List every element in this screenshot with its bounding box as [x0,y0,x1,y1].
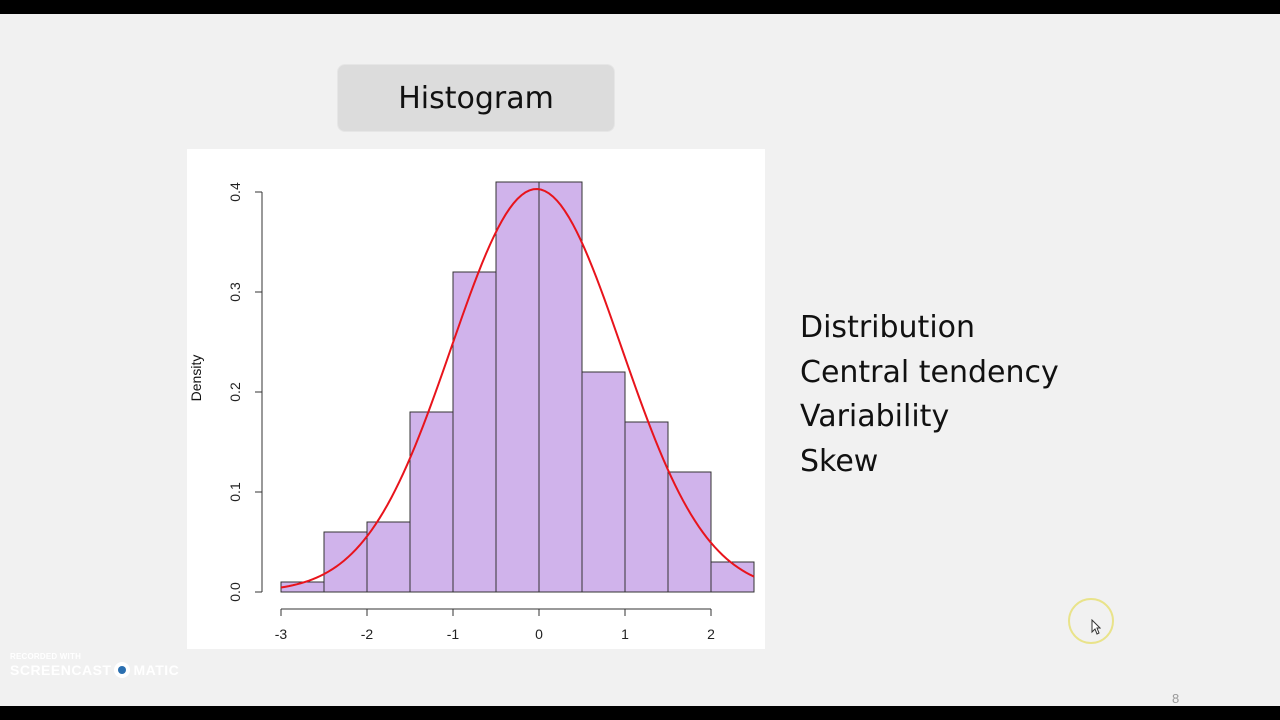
bullet-variability: Variability [800,399,950,434]
histogram-bar-4 [452,271,497,593]
chart-svg: -3 -2 -1 0 1 2 0.0 0.1 0.2 0.3 0.4 Density [188,181,755,642]
y-tick-label-4: 0.4 [227,182,243,202]
x-tick-label-5: 2 [707,626,715,642]
histogram-bar-6 [538,181,583,593]
bullet-skew: Skew [800,443,879,479]
histogram-bar-10 [710,561,755,593]
watermark-recorded-with: RECORDED WITH [10,652,82,661]
bullet-list: Distribution Central tendency Variabilit… [800,306,1059,484]
histogram-bar-2 [366,521,411,593]
density-curve [280,188,755,589]
y-tick-label-2: 0.2 [227,382,243,402]
y-tick-label-1: 0.1 [227,482,243,502]
slide-title: Histogram [337,64,615,132]
y-tick-label-3: 0.3 [227,282,243,302]
slide: Histogram -3 -2 -1 0 1 2 0.0 0.1 0.2 0.3 0.4 Densi… [0,14,1280,706]
x-tick-label-1: -2 [361,626,374,642]
histogram-bar-1 [323,531,368,593]
x-tick-label-4: 1 [621,626,629,642]
watermark-brand-right: MATIC [133,662,180,678]
screencast-watermark: RECORDED WITH SCREENCAST MATIC [10,652,179,678]
histogram-bar-7 [581,371,626,593]
watermark-brand-left: SCREENCAST [10,662,112,678]
x-tick-label-2: -1 [447,626,460,642]
x-tick-label-0: -3 [275,626,288,642]
histogram-bar-9 [667,471,712,593]
bullet-distribution: Distribution [800,310,976,345]
watermark-brand: SCREENCAST MATIC [10,662,179,678]
histogram-chart: -3 -2 -1 0 1 2 0.0 0.1 0.2 0.3 0.4 Density [187,149,765,649]
histogram-bar-3 [409,411,454,593]
histogram-bar-5 [495,181,540,593]
x-tick-label-3: 0 [535,626,543,642]
histogram-bar-8 [624,421,669,593]
slide-number: 8 [1172,691,1180,706]
mouse-cursor-icon [1091,619,1101,635]
cursor-highlight-ring [1068,598,1114,644]
y-axis-label: Density [188,355,204,402]
bullet-central-tendency: Central tendency [800,354,1059,390]
y-tick-label-0: 0.0 [227,582,243,602]
bars-group [280,181,755,593]
axes-group: -3 -2 -1 0 1 2 0.0 0.1 0.2 0.3 0.4 [227,182,715,642]
screencast-logo-icon [114,662,131,678]
